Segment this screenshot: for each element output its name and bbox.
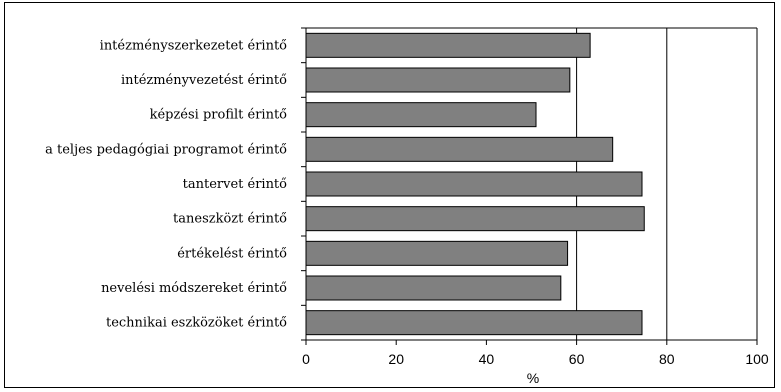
category-label-9: technikai eszközöket érintő [106,316,287,331]
x-axis-title: % [527,370,539,386]
bar-9 [305,310,643,336]
x-tick-label-60: 60 [569,351,585,367]
category-labels: intézményszerkezetet érintő intézményveze… [45,38,287,330]
category-label-4: a teljes pedagógiai programot érintő [45,142,287,157]
bar-1 [305,32,591,58]
bar-4 [305,136,614,162]
x-tick-label-20: 20 [388,351,404,367]
bars [305,32,645,336]
category-label-3: képzési profilt érintő [150,108,288,123]
category-label-2: intézményvezetést érintő [121,73,287,88]
x-tick-label-100: 100 [745,351,769,367]
category-label-5: tantervet érintő [183,177,288,192]
bar-5 [305,171,643,197]
x-tick-label-80: 80 [659,351,675,367]
category-label-8: nevelési módszereket érintő [101,281,287,296]
x-tick-label-0: 0 [302,351,310,367]
bar-7 [305,240,569,266]
x-tick-label-40: 40 [479,351,495,367]
bar-3 [305,102,537,128]
bar-8 [305,275,562,301]
bar-6 [305,206,645,232]
category-label-1: intézményszerkezetet érintő [100,38,288,53]
bar-2 [305,67,571,93]
category-label-7: értékelést érintő [177,246,287,261]
axes [301,27,758,345]
x-tick-labels: 0 20 40 60 80 100 [302,351,769,367]
category-label-6: taneszközt érintő [173,212,287,227]
